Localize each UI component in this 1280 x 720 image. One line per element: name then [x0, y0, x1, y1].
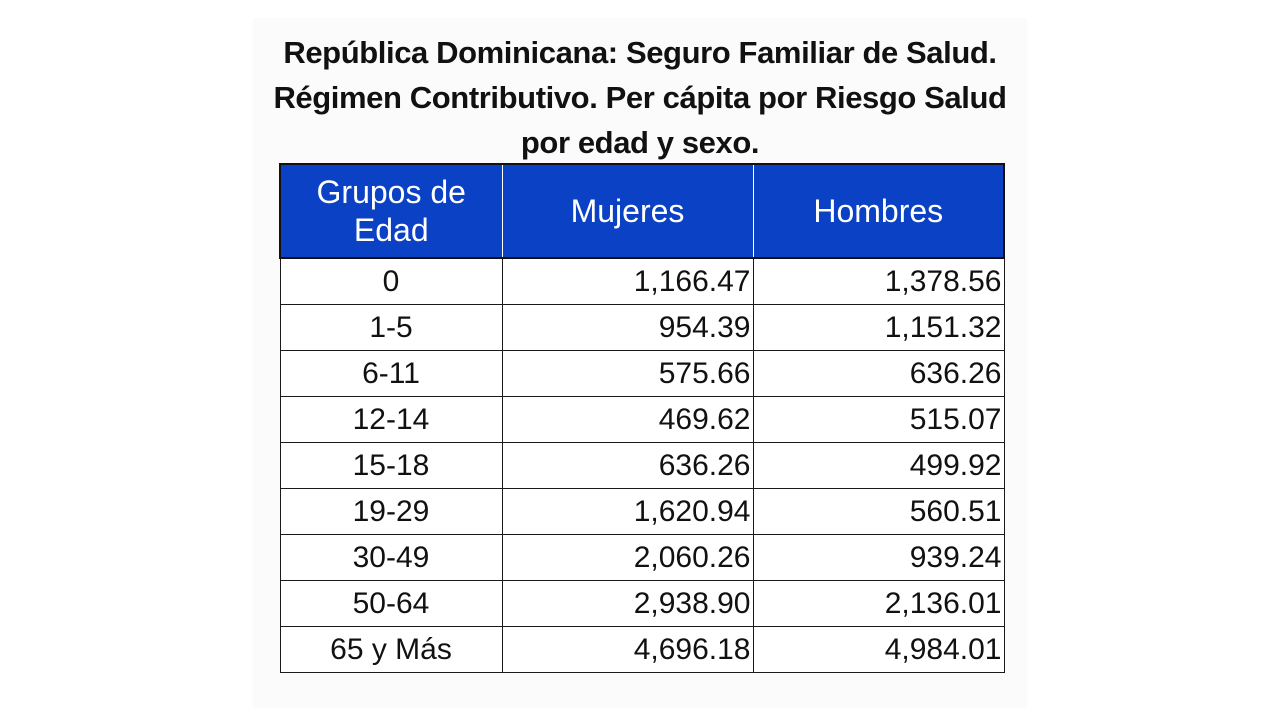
- per-capita-table: Grupos de Edad Mujeres Hombres 0 1,166.4…: [279, 163, 1005, 673]
- header-age-group: Grupos de Edad: [279, 163, 503, 259]
- women-value-cell: 2,938.90: [501, 580, 754, 627]
- table-row: 1-5 954.39 1,151.32: [279, 304, 1005, 351]
- women-value-cell: 1,166.47: [501, 257, 754, 305]
- age-group-cell: 19-29: [279, 488, 503, 535]
- table-row: 65 y Más 4,696.18 4,984.01: [279, 626, 1005, 673]
- men-value-cell: 499.92: [752, 442, 1005, 489]
- table-row: 30-49 2,060.26 939.24: [279, 534, 1005, 581]
- women-value-cell: 469.62: [501, 396, 754, 443]
- age-group-cell: 65 y Más: [279, 626, 503, 673]
- document-title: República Dominicana: Seguro Familiar de…: [273, 35, 1007, 160]
- table-row: 12-14 469.62 515.07: [279, 396, 1005, 443]
- age-group-cell: 1-5: [279, 304, 503, 351]
- men-value-cell: 636.26: [752, 350, 1005, 397]
- age-group-cell: 0: [279, 257, 503, 305]
- age-group-cell: 6-11: [279, 350, 503, 397]
- men-value-cell: 4,984.01: [752, 626, 1005, 673]
- table-row: 19-29 1,620.94 560.51: [279, 488, 1005, 535]
- age-group-cell: 50-64: [279, 580, 503, 627]
- men-value-cell: 515.07: [752, 396, 1005, 443]
- women-value-cell: 1,620.94: [501, 488, 754, 535]
- age-group-cell: 30-49: [279, 534, 503, 581]
- age-group-cell: 12-14: [279, 396, 503, 443]
- table-row: 0 1,166.47 1,378.56: [279, 257, 1005, 305]
- women-value-cell: 575.66: [501, 350, 754, 397]
- women-value-cell: 2,060.26: [501, 534, 754, 581]
- header-women: Mujeres: [501, 163, 754, 259]
- men-value-cell: 1,378.56: [752, 257, 1005, 305]
- men-value-cell: 2,136.01: [752, 580, 1005, 627]
- table-row: 50-64 2,938.90 2,136.01: [279, 580, 1005, 627]
- men-value-cell: 560.51: [752, 488, 1005, 535]
- table-header-row: Grupos de Edad Mujeres Hombres: [279, 163, 1005, 259]
- men-value-cell: 939.24: [752, 534, 1005, 581]
- table-row: 15-18 636.26 499.92: [279, 442, 1005, 489]
- women-value-cell: 954.39: [501, 304, 754, 351]
- women-value-cell: 636.26: [501, 442, 754, 489]
- header-men: Hombres: [752, 163, 1005, 259]
- women-value-cell: 4,696.18: [501, 626, 754, 673]
- men-value-cell: 1,151.32: [752, 304, 1005, 351]
- age-group-cell: 15-18: [279, 442, 503, 489]
- table-row: 6-11 575.66 636.26: [279, 350, 1005, 397]
